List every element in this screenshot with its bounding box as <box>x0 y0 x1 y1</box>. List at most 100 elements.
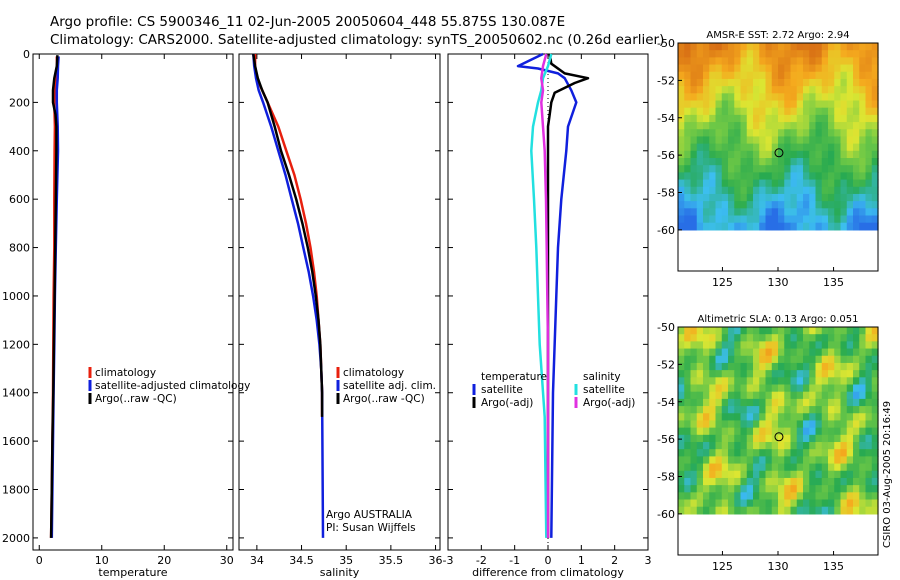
sla-map-cell <box>809 427 817 436</box>
sla-map-cell <box>815 456 823 465</box>
sst-map-cell <box>684 107 692 116</box>
sst-map-cell <box>759 143 767 152</box>
sla-map-cell <box>859 391 867 400</box>
sst-map-cell <box>746 222 754 231</box>
sst-map-cell <box>678 57 685 66</box>
sst-map-cell <box>865 186 873 195</box>
depth-tick-label: 400 <box>9 145 30 158</box>
sst-map-cell <box>734 114 742 123</box>
sla-map-cell <box>871 420 879 429</box>
sla-map-cell <box>815 449 823 457</box>
sla-map-cell <box>696 362 704 371</box>
sst-map-cell <box>703 150 710 159</box>
sst-map-cell <box>803 186 810 195</box>
sst-map-cell <box>871 193 879 202</box>
sst-map-cell <box>859 165 867 173</box>
sla-map-cell <box>790 442 798 450</box>
sst-map-cell <box>859 71 867 80</box>
sla-map-cell <box>703 449 710 457</box>
sla-map-cell <box>771 334 779 342</box>
sst-map-ytick-label: -52 <box>657 74 675 87</box>
sst-map-cell <box>778 114 785 123</box>
sla-map-cell <box>859 370 867 378</box>
sst-map-cell <box>721 165 729 173</box>
sla-map-cell <box>846 406 854 414</box>
sst-map-cell <box>734 93 742 102</box>
sst-map-cell <box>721 136 729 145</box>
sst-map-cell <box>871 50 879 58</box>
sla-map-cell <box>696 485 704 493</box>
sla-map-cell <box>834 348 842 357</box>
sst-map-cell <box>728 93 735 102</box>
sla-map-cell <box>859 456 867 465</box>
sla-map-cell <box>678 485 685 493</box>
sla-map-cell <box>803 362 810 371</box>
sst-map-cell <box>828 64 835 73</box>
sst-map-cell <box>871 222 879 231</box>
sla-map-cell <box>728 470 735 479</box>
sst-map-cell <box>871 114 879 123</box>
sla-map-cell <box>678 427 685 436</box>
sst-map-cell <box>765 172 773 181</box>
sst-map-cell <box>803 93 810 102</box>
sla-map-cell <box>771 377 779 386</box>
sla-map-cell <box>796 348 804 357</box>
sla-map-cell <box>696 442 704 450</box>
sla-map-cell <box>690 398 698 407</box>
sst-map-cell <box>865 86 873 94</box>
sst-map-cell <box>778 78 785 87</box>
sla-map-cell <box>759 398 767 407</box>
sla-map-cell <box>734 341 742 350</box>
sla-map-cell <box>721 334 729 342</box>
sla-map-cell <box>740 442 748 450</box>
sst-map-cell <box>728 100 735 109</box>
sst-map-cell <box>834 165 842 173</box>
sla-map-cell <box>746 348 754 357</box>
sla-map-cell <box>690 341 698 350</box>
difference-xtick-label: 3 <box>645 554 652 567</box>
sla-map-cell <box>778 327 785 335</box>
sst-map-cell <box>815 222 823 231</box>
header-line1: Argo profile: CS 5900346_11 02-Jun-2005 … <box>50 14 565 30</box>
sst-map-cell <box>871 201 879 209</box>
difference-legend-label: satellite <box>583 384 625 396</box>
sst-map-cell <box>771 64 779 73</box>
sst-map-cell <box>790 158 798 166</box>
sla-map-panel: Altimetric SLA: 0.13 Argo: 0.051-50-52-5… <box>657 314 879 573</box>
sla-map-cell <box>753 434 760 443</box>
sst-map-cell <box>828 193 835 202</box>
sst-map-cell <box>784 122 792 130</box>
sla-map-cell <box>734 463 742 472</box>
sst-map-cell <box>759 71 767 80</box>
sla-map-cell <box>721 420 729 429</box>
temperature-series-black <box>49 55 59 538</box>
sst-map-cell <box>815 50 823 58</box>
sst-map-cell <box>871 215 879 224</box>
sla-map-cell <box>753 398 760 407</box>
sla-map-cell <box>690 391 698 400</box>
sla-map-cell <box>871 362 879 371</box>
sst-map-cell <box>853 193 860 202</box>
depth-tick-label: 600 <box>9 193 30 206</box>
sst-map-cell <box>790 186 798 195</box>
sla-map-cell <box>753 449 760 457</box>
sst-map-cell <box>815 179 823 188</box>
sst-map-cell <box>734 143 742 152</box>
sla-map-cell <box>696 456 704 465</box>
sla-map-cell <box>803 506 810 515</box>
sst-map-cell <box>715 208 723 217</box>
sla-map-cell <box>715 327 723 335</box>
sla-map-cell <box>840 434 848 443</box>
sla-map-cell <box>771 413 779 422</box>
sla-map-cell <box>853 492 860 501</box>
sst-map-cell <box>821 71 829 80</box>
sla-map-cell <box>834 449 842 457</box>
sla-map-cell <box>809 442 817 450</box>
sla-map-cell <box>778 477 785 486</box>
sst-map-cell <box>715 64 723 73</box>
sst-map-cell <box>840 129 848 138</box>
sst-map-cell <box>759 136 767 145</box>
sla-map-cell <box>821 442 829 450</box>
sla-map-cell <box>728 463 735 472</box>
sst-map-cell <box>834 43 842 51</box>
